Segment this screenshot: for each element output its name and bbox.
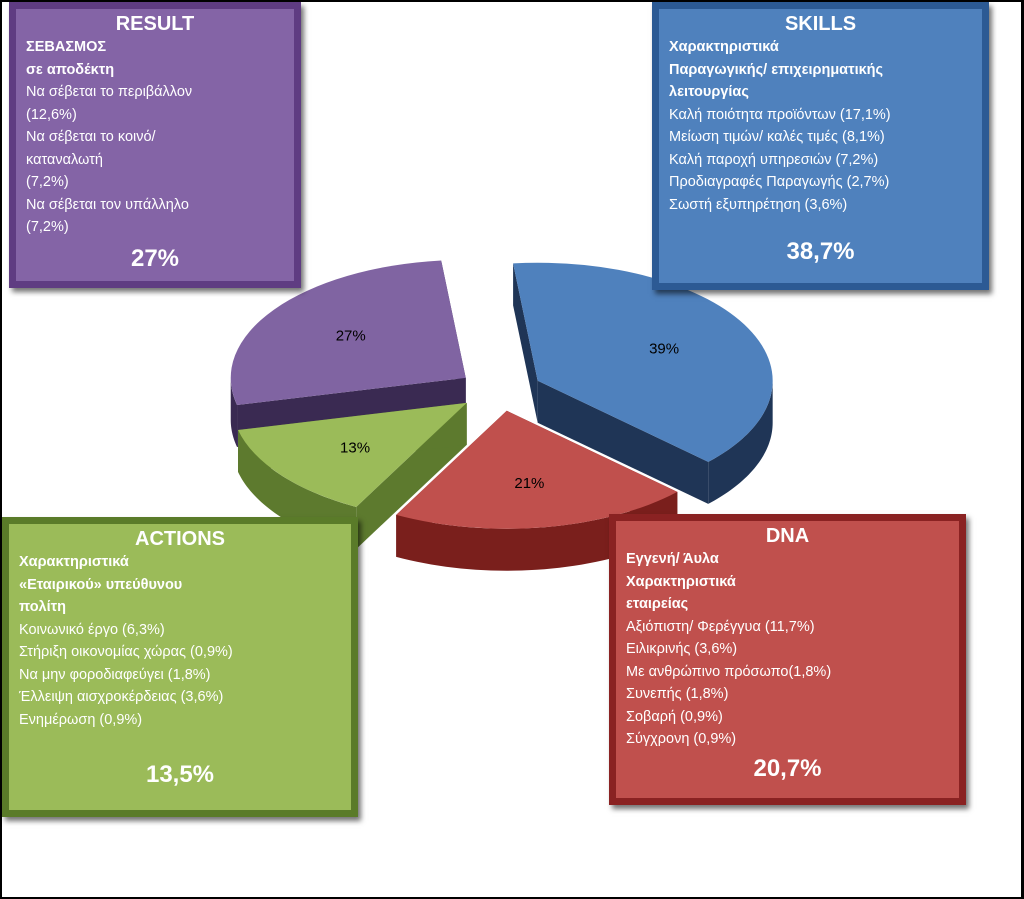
pie-slice-skills: 39% [513,262,773,504]
dna-line: Συνεπής (1,8%) [626,686,729,702]
actions-line: πολίτη [19,599,66,615]
result-box: RESULT ΣΕΒΑΣΜΟΣ σε αποδέκτη Να σέβεται το … [9,2,301,288]
pie-label-skills: 39% [649,340,679,357]
actions-title: ACTIONS [135,528,225,550]
pie-slice-skills-wall [513,263,538,423]
actions-box: ACTIONS Χαρακτηριστικά «Εταιρικού» υπεύθυ… [2,517,358,817]
pie-slice-result-rim [230,377,238,447]
pie-slice-skills-top [513,262,773,462]
skills-title: SKILLS [784,13,857,35]
actions-lines: Χαρακτηριστικά «Εταιρικού» υπεύθυνου πολίτ… [19,551,341,731]
skills-line: Παραγωγικής/ επιχειρηματικής [669,61,884,78]
result-line: σε αποδέκτη [26,61,115,78]
dna-line: εταιρείας [626,596,689,612]
dna-line: Σοβαρή (0,9%) [626,708,723,725]
actions-line: Κοινωνικό έργο (6,3%) [19,621,165,638]
result-percent: 27% [130,244,180,272]
skills-percent: 38,7% [786,238,855,265]
pie-slice-result-top [230,260,466,405]
pie-slice-dna-top [396,410,678,529]
skills-line: Χαρακτηριστικά [669,39,779,55]
dna-box-panel: DNA Εγγενή/ Άυλα Χαρακτηριστικά εταιρείας Α… [616,521,959,798]
actions-percent: 13,5% [145,761,215,788]
pie-slice-actions-top [238,402,467,507]
skills-line: Προδιαγραφές Παραγωγής (2,7%) [669,174,890,190]
actions-line: Στήριξη οικονομίας χώρας (0,9%) [19,644,233,660]
skills-box: SKILLS Χαρακτηριστικά Παραγωγικής/ επιχει… [652,2,989,290]
actions-line: «Εταιρικού» υπεύθυνου [19,576,183,593]
actions-line: Χαρακτηριστικά [19,554,129,570]
result-title: RESULT [115,13,195,35]
pie-slice-dna-rim [396,491,678,571]
dna-line: Αξιόπιστη/ Φερέγγυα (11,7%) [626,618,815,635]
dna-line: Εγγενή/ Άυλα [626,551,719,567]
dna-percent: 20,7% [753,754,822,782]
pie-slice-dna: 21% [396,410,678,571]
skills-box-panel: SKILLS Χαρακτηριστικά Παραγωγικής/ επιχει… [659,9,982,283]
skills-line: Καλή παροχή υπηρεσιών (7,2%) [669,151,879,168]
pie-slice-skills-wall [537,380,709,504]
actions-line: Έλλειψη αισχροκέρδειας (3,6%) [19,689,224,705]
result-line: (7,2%) [26,174,69,190]
dna-lines: Εγγενή/ Άυλα Χαρακτηριστικά εταιρείας Αξιόπ… [626,548,949,751]
result-box-panel: RESULT ΣΕΒΑΣΜΟΣ σε αποδέκτη Να σέβεται το … [16,9,294,281]
dna-line: Σύγχρονη (0,9%) [626,731,737,747]
pie-label-actions: 13% [340,439,370,456]
result-lines: ΣΕΒΑΣΜΟΣ σε αποδέκτη Να σέβεται το περιβάλ… [26,36,284,239]
result-line: Να σέβεται τον υπάλληλο [26,196,189,213]
dna-line: Με ανθρώπινο πρόσωπο(1,8%) [626,663,832,680]
dna-line: Χαρακτηριστικά [626,573,736,590]
skills-line: Καλή ποιότητα προϊόντων (17,1%) [669,106,891,123]
result-line: (7,2%) [26,219,69,235]
pie-slice-skills-rim [708,380,773,504]
skills-line: λειτουργίας [669,84,749,100]
actions-line: Να μην φοροδιαφεύγει (1,8%) [19,666,211,683]
result-line: ΣΕΒΑΣΜΟΣ [26,39,107,55]
dna-title: DNA [765,525,810,547]
result-line: Να σέβεται το κοινό/ [26,129,156,145]
result-line: καταναλωτή [26,151,103,168]
actions-box-panel: ACTIONS Χαρακτηριστικά «Εταιρικού» υπεύθυ… [9,524,351,810]
pie-label-dna: 21% [514,475,544,492]
result-line: Να σέβεται το περιβάλλον [26,84,193,100]
pie-label-result: 27% [336,328,366,345]
skills-line: Μείωση τιμών/ καλές τιμές (8,1%) [669,129,885,145]
dna-box: DNA Εγγενή/ Άυλα Χαρακτηριστικά εταιρείας Α… [609,514,966,805]
result-line: (12,6%) [26,106,77,123]
skills-line: Σωστή εξυπηρέτηση (3,6%) [669,196,848,213]
dna-line: Ειλικρινής (3,6%) [626,641,738,657]
actions-line: Ενημέρωση (0,9%) [19,711,143,728]
skills-lines: Χαρακτηριστικά Παραγωγικής/ επιχειρηματικ… [669,36,972,216]
